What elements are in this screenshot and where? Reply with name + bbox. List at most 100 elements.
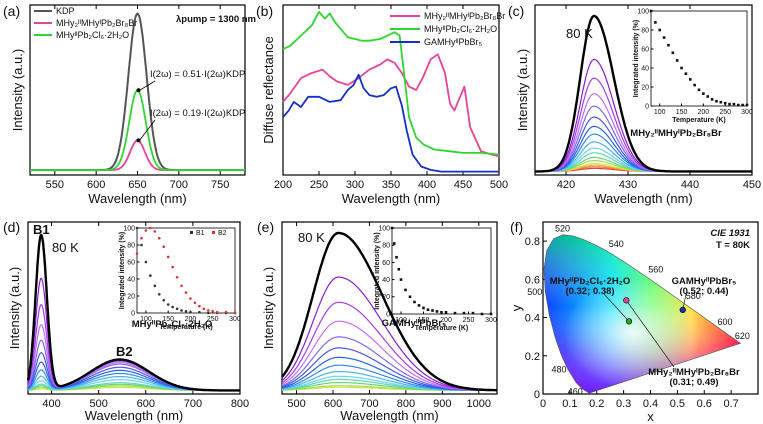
panel-f-point-coords: (0.31; 0.49) <box>669 377 718 388</box>
panel-c-inset-point <box>741 103 744 107</box>
panel-e-inset-point <box>413 300 416 304</box>
panel-f: 0 0.1 0.2 0.3 0.4 0.5 0.6 0.7 0 0.2 0.4 0.6 0.8 460 48… <box>509 219 759 424</box>
panel-f-wavelength-label: 460 <box>568 386 583 396</box>
panel-f-xtick-label: 0.3 <box>616 398 631 410</box>
panel-d-inset-point-B2 <box>189 297 192 300</box>
panel-f-point-label: MHyᴵᴵPb₂Cl₆·2H₂O <box>550 276 631 287</box>
panel-f-xtick-label: 0.5 <box>670 398 685 410</box>
panel-d-inset-point-B2 <box>211 310 215 313</box>
panel-a-annotation: I(2ω) = 0.19·I(2ω)KDP <box>150 108 245 119</box>
panel-f-point <box>625 318 633 325</box>
panel-a-xtick-label: 700 <box>170 179 188 191</box>
panel-c-inset-xtick-label: 300 <box>741 109 753 116</box>
panel-c-inset-point <box>649 9 653 13</box>
panel-c-xtick-label: 440 <box>681 179 699 191</box>
panel-f-xtick-label: 0.2 <box>589 398 604 410</box>
panel-c-inset-ylabel: Integrated intensity (%) <box>633 20 640 97</box>
panel-b-xtick-label: 350 <box>382 179 400 191</box>
panel-f-wavelength-label: 620 <box>735 331 750 341</box>
panel-b-xtick-label: 500 <box>490 179 508 191</box>
panel-f-ytick-label: 0.6 <box>525 274 540 286</box>
panel-a-xtick-label: 600 <box>87 179 105 191</box>
panel-e-compound-label: GAMHyᴵᴵPbBr₅ <box>382 318 447 329</box>
panel-b-xtick-label: 400 <box>418 179 436 191</box>
panel-f-title: CIE 1931 <box>710 228 750 239</box>
panel-c-inset-ytick-label: 20 <box>641 84 649 91</box>
panel-a-ylabel: Intensity (a.u.) <box>10 49 25 131</box>
panel-c-inset-xtick-label: 200 <box>698 109 710 116</box>
panel-c-inset-point <box>702 92 705 95</box>
panel-c-inset-point <box>658 28 662 32</box>
panel-d-inset-point-B1 <box>162 298 166 302</box>
panel-d-inset-point-B2 <box>206 309 210 312</box>
panel-b-xtick-label: 250 <box>310 179 328 191</box>
panel-c-inset-point <box>719 100 723 104</box>
panel-c-inset-ytick-label: 0 <box>645 103 649 110</box>
panel-b-legend-label: MHy₂ᴵᴵMHyᴵPb₂Br₈Br <box>424 11 505 21</box>
panel-d-ylabel: Intensity (a.u.) <box>7 267 22 349</box>
panel-c-xlabel: Wavelength (nm) <box>594 191 693 206</box>
panel-d-inset-point-B2 <box>149 226 152 230</box>
panel-d-inset-point-B2 <box>144 229 148 232</box>
panel-a-letter: (a) <box>3 3 20 19</box>
panel-f-ylabel: y <box>509 304 524 311</box>
panel-e-inset-point <box>453 311 457 315</box>
panel-c-inset-point <box>693 83 696 87</box>
panel-d-inset-frame <box>136 227 236 314</box>
panel-e-inset-xtick-label: 150 <box>418 317 430 324</box>
panel-e-inset-point <box>392 242 396 245</box>
panel-d-inset-point-B2 <box>193 301 197 305</box>
panel-e-inset-point <box>435 310 439 313</box>
panel-f-subtitle: T = 80K <box>716 240 750 251</box>
panel-d-inset-point-B2 <box>140 236 143 240</box>
panel-d-inset-point-B2 <box>166 255 170 259</box>
panel-d-inset-point-B2 <box>198 304 201 308</box>
panel-e-inset-xtick-label: 100 <box>395 317 407 324</box>
panel-d-xtick-label: 600 <box>137 398 155 410</box>
panel-f-point-coords: (0.32; 0.38) <box>565 286 614 297</box>
panel-d-frame <box>27 221 241 395</box>
panel-e-inset-xlabel: Temperature (K) <box>415 325 469 332</box>
panel-d-inset-xlabel: Temperature (K) <box>159 324 213 331</box>
panel-d-inset-point-B2 <box>184 291 188 294</box>
panel-d-inset-legend-swatch <box>190 231 193 234</box>
panel-d-inset-point-B2 <box>215 310 219 314</box>
panel-c-inset-xtick-label: 100 <box>654 109 666 116</box>
panel-d-inset-ytick-label: 40 <box>127 276 135 283</box>
panel-c-frame <box>534 4 753 176</box>
panel-c-temp-label: 80 K <box>566 26 593 41</box>
panel-b-ylabel: Diffuse reflectance <box>261 36 276 143</box>
panel-e-inset-point <box>404 288 407 292</box>
panel-e-inset-point <box>417 304 421 307</box>
panel-e-inset-point <box>462 311 466 315</box>
panel-e-frame <box>281 221 498 395</box>
panel-d-inset-point-B2 <box>224 310 228 314</box>
panel-b-xtick-label: 300 <box>346 179 364 191</box>
panel-d-inset-point-B1 <box>189 310 192 314</box>
panel-f-point-label: MHy₂ᴵᴵMHyᴵPb₂Br₈Br <box>648 367 740 378</box>
panel-c-inset-point <box>688 78 692 81</box>
panel-e-inset-xtick-label: 300 <box>485 317 497 324</box>
panel-e-inset-point <box>444 310 448 314</box>
panel-a-annot-leader <box>139 80 156 91</box>
panel-d-inset-point-B1 <box>166 303 170 306</box>
panel-c-inset-ytick-label: 60 <box>641 46 649 53</box>
panel-c-xtick-label: 430 <box>619 179 637 191</box>
panel-a-legend-label: MHyᴵᴵPb₂Cl₆·2H₂O <box>56 30 129 40</box>
panel-a-annotation: I(2ω) = 0.51·I(2ω)KDP <box>150 69 245 80</box>
panel-d-xlabel: Wavelength (nm) <box>85 408 184 423</box>
panel-c-inset-point <box>732 102 736 106</box>
panel-f-letter: (f) <box>510 219 523 235</box>
panel-d-inset-legend-label: B2 <box>218 230 227 237</box>
panel-f-xtick-label: 0.4 <box>643 398 658 410</box>
panel-a-xtick-label: 750 <box>211 179 229 191</box>
panel-a-curve-1 <box>30 139 245 171</box>
panel-a-peak-marker <box>136 138 141 143</box>
panel-b: 200 250 300 350 400 450 500 Wavelength (nm) Diff… <box>256 3 508 206</box>
panel-a-peak-marker <box>136 88 141 93</box>
panel-c-xtick-label: 420 <box>557 179 575 191</box>
panel-e-inset-ytick-label: 60 <box>382 260 390 267</box>
panel-c-inset-point <box>723 101 727 105</box>
panel-d-inset-point-B1 <box>198 310 201 314</box>
